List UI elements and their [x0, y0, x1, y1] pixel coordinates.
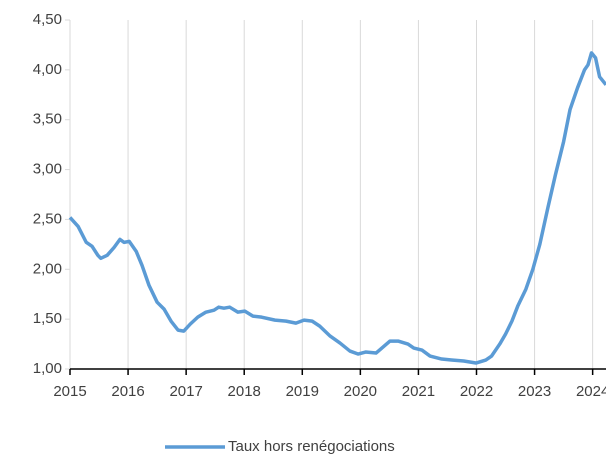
x-tick-label: 2018 — [228, 383, 261, 400]
y-tick-label: 4,00 — [33, 61, 62, 78]
x-tick-label: 2017 — [169, 383, 202, 400]
legend-label: Taux hors renégociations — [228, 438, 395, 455]
y-tick-label: 1,00 — [33, 360, 62, 377]
y-tick-label: 4,50 — [33, 11, 62, 28]
x-tick-label: 2021 — [402, 383, 435, 400]
x-tick-label: 2019 — [286, 383, 319, 400]
y-tick-label: 1,50 — [33, 310, 62, 327]
x-tick-label: 2022 — [460, 383, 493, 400]
x-tick-label: 2020 — [344, 383, 377, 400]
x-tick-label: 2015 — [53, 383, 86, 400]
y-tick-label: 2,00 — [33, 260, 62, 277]
y-tick-label: 3,00 — [33, 161, 62, 178]
x-tick-label: 2023 — [518, 383, 551, 400]
x-tick-label: 2016 — [111, 383, 144, 400]
x-tick-label: 2024 — [576, 383, 606, 400]
series-line — [68, 51, 606, 365]
y-tick-label: 3,50 — [33, 111, 62, 128]
y-tick-label: 2,50 — [33, 210, 62, 227]
